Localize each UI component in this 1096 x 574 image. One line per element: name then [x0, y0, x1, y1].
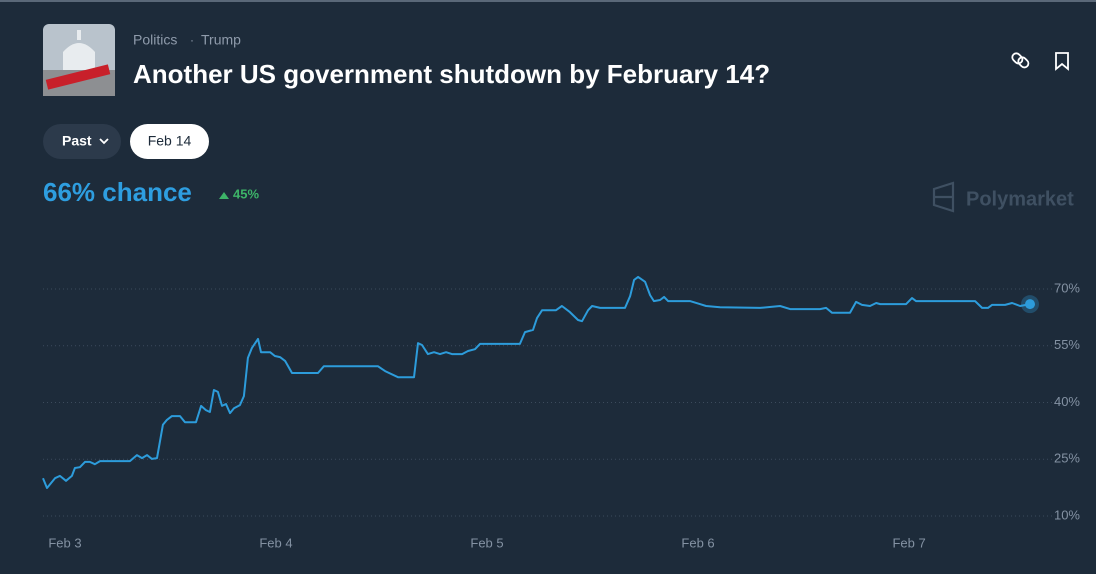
past-button[interactable] — [43, 124, 121, 159]
category[interactable]: Politics — [133, 32, 177, 48]
x-tick-label: Feb 5 — [470, 535, 503, 550]
up-arrow — [219, 192, 229, 199]
link-icon[interactable] — [1011, 52, 1030, 69]
change: 45% — [233, 186, 259, 201]
x-tick-label: Feb 7 — [892, 535, 925, 550]
chevron — [99, 138, 109, 145]
top-border — [0, 0, 1096, 2]
market-title: Another US government shutdown by Februa… — [133, 59, 770, 89]
button-label[interactable]: Past — [62, 133, 92, 149]
price-line — [42, 275, 1031, 489]
y-tick-label: 10% — [1054, 507, 1080, 522]
date-button[interactable] — [130, 124, 209, 159]
x-tick-label: Feb 4 — [259, 535, 292, 550]
x-tick-label: Feb 6 — [681, 535, 714, 550]
market-image — [43, 24, 115, 96]
bookmark-icon[interactable] — [1055, 52, 1069, 71]
headline: 66% chance — [43, 177, 192, 207]
brand-logo — [932, 181, 955, 213]
button-label[interactable]: Feb 14 — [148, 133, 192, 149]
y-tick-label: 70% — [1054, 280, 1080, 295]
y-tick-label: 40% — [1054, 394, 1080, 409]
end-point — [1025, 299, 1035, 310]
brand: Polymarket — [966, 188, 1074, 210]
separator: · — [190, 33, 194, 47]
y-tick-label: 25% — [1054, 451, 1080, 466]
y-tick-label: 55% — [1054, 337, 1080, 352]
tag[interactable]: Trump — [201, 32, 241, 48]
x-tick-label: Feb 3 — [48, 535, 81, 550]
